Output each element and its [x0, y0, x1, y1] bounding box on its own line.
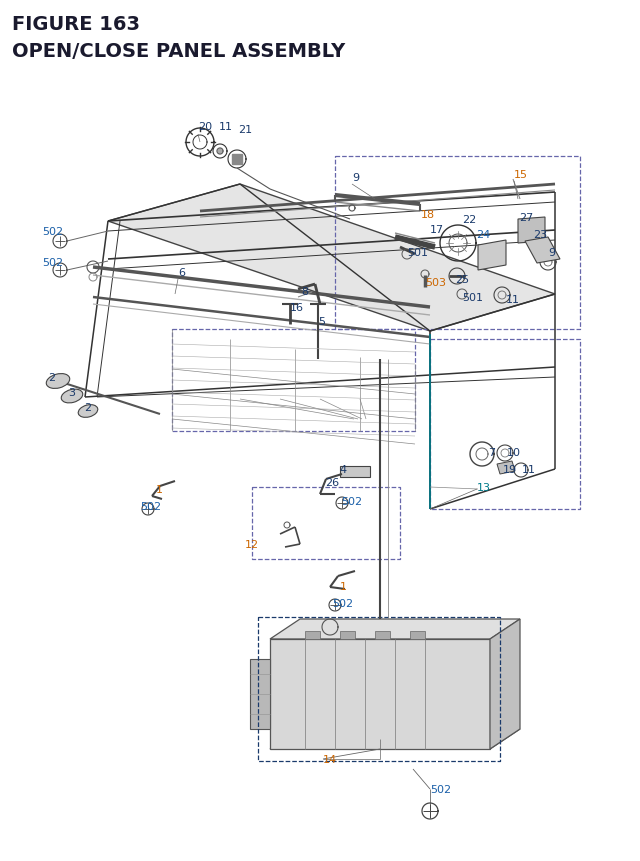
Text: 11: 11	[522, 464, 536, 474]
Polygon shape	[497, 461, 515, 474]
Polygon shape	[340, 467, 370, 478]
Text: 3: 3	[68, 387, 75, 398]
Polygon shape	[518, 218, 545, 244]
Text: 23: 23	[533, 230, 547, 239]
Text: 502: 502	[42, 257, 63, 268]
Text: 502: 502	[332, 598, 353, 608]
Polygon shape	[232, 155, 242, 164]
Text: 24: 24	[476, 230, 490, 239]
Text: 20: 20	[198, 122, 212, 132]
Text: 25: 25	[455, 275, 469, 285]
Text: 12: 12	[245, 539, 259, 549]
Polygon shape	[270, 729, 520, 749]
Text: 501: 501	[407, 248, 428, 257]
Text: 2: 2	[84, 403, 91, 412]
Polygon shape	[250, 660, 270, 729]
Text: 8: 8	[301, 287, 308, 297]
Polygon shape	[490, 619, 520, 749]
Text: 502: 502	[140, 501, 161, 511]
Text: 502: 502	[42, 226, 63, 237]
Text: 10: 10	[507, 448, 521, 457]
Text: 7: 7	[488, 448, 495, 457]
Text: 1: 1	[340, 581, 347, 592]
Text: 501: 501	[462, 293, 483, 303]
Polygon shape	[340, 631, 355, 639]
Text: 9: 9	[352, 173, 359, 183]
Polygon shape	[305, 631, 320, 639]
Polygon shape	[270, 639, 490, 749]
Text: 9: 9	[548, 248, 555, 257]
Text: 13: 13	[477, 482, 491, 492]
Ellipse shape	[61, 390, 83, 404]
Text: 502: 502	[430, 784, 451, 794]
Ellipse shape	[46, 375, 70, 389]
Text: 5: 5	[318, 317, 325, 326]
Text: OPEN/CLOSE PANEL ASSEMBLY: OPEN/CLOSE PANEL ASSEMBLY	[12, 42, 345, 61]
Polygon shape	[270, 619, 520, 639]
Text: 27: 27	[519, 213, 533, 223]
Text: 16: 16	[290, 303, 304, 313]
Text: 11: 11	[506, 294, 520, 305]
Text: FIGURE 163: FIGURE 163	[12, 15, 140, 34]
Text: 14: 14	[323, 754, 337, 764]
Polygon shape	[410, 631, 425, 639]
Text: 503: 503	[425, 278, 446, 288]
Text: 17: 17	[430, 225, 444, 235]
Polygon shape	[478, 241, 506, 270]
Text: 21: 21	[238, 125, 252, 135]
Text: 1: 1	[156, 485, 163, 494]
Polygon shape	[217, 149, 223, 155]
Text: 26: 26	[325, 478, 339, 487]
Polygon shape	[525, 238, 560, 263]
Polygon shape	[375, 631, 390, 639]
Text: 22: 22	[462, 214, 476, 225]
Text: 502: 502	[341, 497, 362, 506]
Text: 6: 6	[178, 268, 185, 278]
Text: 19: 19	[503, 464, 517, 474]
Text: 11: 11	[219, 122, 233, 132]
Text: 18: 18	[421, 210, 435, 220]
Text: 2: 2	[48, 373, 55, 382]
Text: 15: 15	[514, 170, 528, 180]
Ellipse shape	[78, 406, 98, 418]
Polygon shape	[108, 185, 555, 331]
Text: 4: 4	[339, 464, 346, 474]
